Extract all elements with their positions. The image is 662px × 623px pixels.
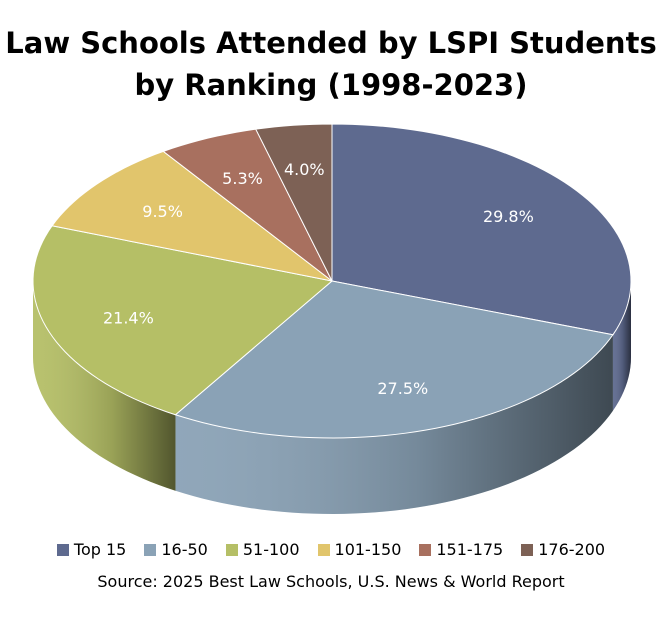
pie-slice-51-100 xyxy=(32,225,334,416)
pie-side-51-100 xyxy=(33,281,176,491)
data-label-16-50: 27.5% xyxy=(377,379,428,398)
legend-item-16-50: 16-50 xyxy=(144,540,208,559)
chart-title-line-1: Law Schools Attended by LSPI Students xyxy=(5,26,657,60)
legend-swatch xyxy=(521,543,534,556)
data-label-176-200: 4.0% xyxy=(284,160,325,179)
legend-item-top-15: Top 15 xyxy=(56,540,127,559)
legend-swatch xyxy=(225,543,238,556)
pie-slice-176-200 xyxy=(255,123,333,282)
legend-swatch xyxy=(144,543,157,556)
legend-label: 151-175 xyxy=(436,540,504,559)
legend-label: 51-100 xyxy=(242,540,300,559)
legend-swatch xyxy=(56,543,69,556)
data-label-51-100: 21.4% xyxy=(103,309,154,328)
legend-label: 16-50 xyxy=(161,540,208,559)
legend-label: 101-150 xyxy=(334,540,402,559)
chart-legend: Top 15 16-50 51-100 101-150 151-175 176-200 xyxy=(0,540,662,559)
source-note: Source: 2025 Best Law Schools, U.S. News… xyxy=(97,572,565,591)
pie-side-16-50 xyxy=(175,334,613,514)
pie-slice-top-15 xyxy=(331,123,632,336)
legend-item-176-200: 176-200 xyxy=(521,540,605,559)
legend-swatch xyxy=(419,543,432,556)
legend-label: Top 15 xyxy=(73,540,127,559)
data-label-101-150: 9.5% xyxy=(142,202,183,221)
chart-title-line-2: by Ranking (1998-2023) xyxy=(134,68,528,102)
data-label-top-15: 29.8% xyxy=(483,207,534,226)
legend-label: 176-200 xyxy=(538,540,606,559)
pie-side-top-15 xyxy=(612,281,631,411)
legend-item-151-175: 151-175 xyxy=(419,540,503,559)
legend-item-101-150: 101-150 xyxy=(317,540,402,559)
legend-item-51-100: 51-100 xyxy=(225,540,300,559)
pie-slice-16-50 xyxy=(174,280,614,439)
data-label-151-175: 5.3% xyxy=(222,169,263,188)
chart-title: Law Schools Attended by LSPI Students by… xyxy=(0,22,662,106)
pie-slice-101-150 xyxy=(51,150,333,282)
legend-swatch xyxy=(317,543,330,556)
pie-slice-151-175 xyxy=(162,128,333,282)
